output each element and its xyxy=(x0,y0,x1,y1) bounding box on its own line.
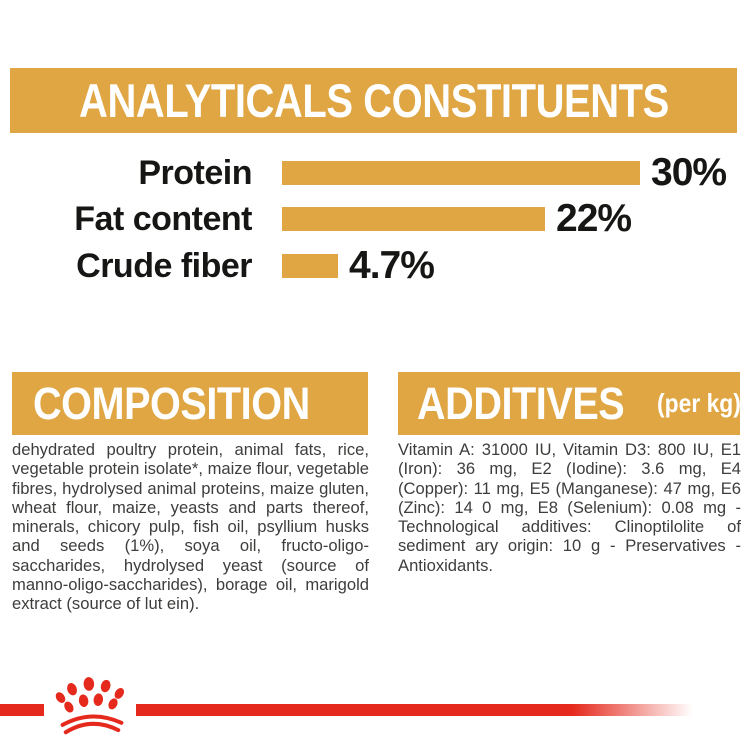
analyticals-title: ANALYTICALS CONSTITUENTS xyxy=(78,74,669,127)
chart-value-label: 30% xyxy=(651,151,727,194)
analyticals-header-band: ANALYTICALS CONSTITUENTS xyxy=(10,68,737,133)
chart-value-label: 22% xyxy=(556,197,632,240)
additives-subtitle: (per kg) xyxy=(656,388,741,418)
additives-header-band: ADDITIVES (per kg) xyxy=(398,372,740,435)
chart-bar xyxy=(282,207,545,231)
chart-row-fat-content: Fat content 22% xyxy=(0,195,750,243)
chart-bar xyxy=(282,161,640,185)
crown-paw-logo-icon xyxy=(55,677,125,735)
chart-bar xyxy=(282,254,338,278)
chart-row-protein: Protein 30% xyxy=(0,149,750,197)
chart-row-crude-fiber: Crude fiber 4.7% xyxy=(0,242,750,290)
composition-body: dehydrated poultry protein, animal fats,… xyxy=(12,440,369,614)
chart-value-label: 4.7% xyxy=(349,244,435,287)
footer-rule-left xyxy=(0,704,44,716)
chart-category-label: Fat content xyxy=(74,199,252,238)
footer-rule-right xyxy=(136,704,710,716)
composition-header-band: COMPOSITION xyxy=(12,372,368,435)
additives-title: ADDITIVES xyxy=(417,377,625,429)
chart-category-label: Protein xyxy=(138,153,252,192)
chart-category-label: Crude fiber xyxy=(76,246,252,285)
composition-title: COMPOSITION xyxy=(33,377,310,429)
additives-body: Vitamin A: 31000 IU, Vitamin D3: 800 IU,… xyxy=(398,440,741,575)
